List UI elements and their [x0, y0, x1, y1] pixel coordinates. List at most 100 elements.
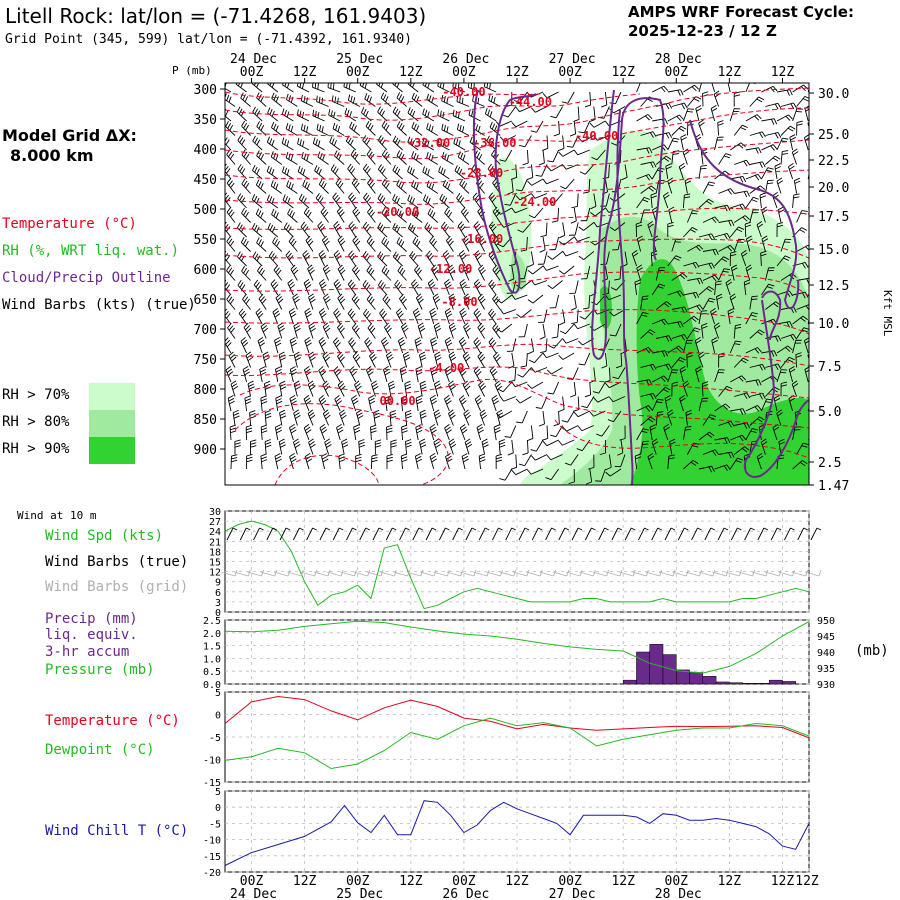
height-unit-label: Kft MSL	[881, 290, 894, 337]
wind-barb	[683, 459, 699, 470]
temperature-contour	[225, 207, 809, 230]
wind-barb	[671, 333, 688, 341]
wind-barb	[363, 192, 372, 209]
wind-barb	[714, 464, 731, 471]
wind-barb	[319, 278, 327, 296]
wind-barb	[474, 250, 482, 267]
y-tick-label: 0	[215, 608, 221, 619]
date-label: 25 Dec	[336, 52, 383, 67]
y-tick-label: -10	[203, 756, 221, 767]
wind-barb	[686, 210, 699, 223]
wind-barb	[347, 279, 357, 296]
wind-barb	[352, 235, 361, 252]
wind-barb	[426, 122, 439, 136]
wind-barb	[396, 150, 407, 165]
wind-barb	[730, 264, 738, 281]
pressure-tick-label: 750	[194, 353, 217, 368]
wind-barb	[392, 222, 403, 238]
wind-barb-grid	[247, 569, 264, 577]
wind-barb	[520, 352, 528, 368]
wind-barb	[462, 235, 471, 252]
wind-barb-grid	[552, 569, 570, 577]
wind-barb	[411, 208, 423, 223]
wind-barb	[635, 221, 643, 238]
model-grid-label: Model Grid ΔX:	[2, 126, 137, 145]
y-tick-label: 2.5	[203, 616, 221, 627]
pressure-tick-label: 500	[194, 203, 217, 218]
wind-barb	[745, 405, 762, 412]
wind-barb	[734, 392, 751, 400]
wind-barb-grid	[419, 569, 437, 577]
wind-barb	[596, 425, 610, 437]
temperature-contour	[274, 454, 379, 485]
wind-barb	[348, 192, 357, 209]
time-tick-label: 12Z	[611, 65, 635, 80]
wind-barb	[298, 193, 310, 209]
wind-barb	[549, 294, 560, 309]
wind-barb	[776, 177, 784, 194]
wind-barb	[729, 251, 737, 267]
wind-barb	[366, 236, 376, 252]
wind-barb	[488, 94, 501, 107]
temperature-contour-label: -40.00	[575, 129, 618, 143]
wind-barb	[395, 308, 404, 325]
wind-barb	[713, 90, 721, 107]
wind-barb	[492, 294, 501, 310]
wind-barb	[338, 453, 346, 470]
wind-barb	[640, 416, 656, 426]
y-tick-label: -15	[203, 852, 221, 863]
wind-barb	[535, 396, 548, 409]
wind-barb	[241, 265, 251, 281]
wind-barb	[458, 337, 467, 354]
wind-barb	[367, 178, 376, 194]
wind-barb	[417, 322, 426, 339]
wind-barb	[531, 106, 548, 113]
wind-barb	[526, 468, 544, 475]
wind-barb	[274, 453, 282, 470]
wind-barb	[407, 165, 419, 180]
wind-barb	[384, 395, 392, 412]
wind-barb	[316, 95, 329, 107]
wind-barb	[228, 351, 237, 368]
wind-barb-10m	[638, 527, 649, 541]
date-label: 27 Dec	[549, 887, 596, 900]
wind-barb	[445, 235, 454, 252]
wind-barb	[729, 340, 742, 354]
y-tick-label: 2.0	[203, 629, 221, 640]
wind-barb	[531, 454, 548, 461]
wind-barb	[745, 264, 753, 281]
wind-barb	[297, 165, 310, 180]
wind-barb	[640, 185, 657, 194]
wind-barb	[733, 215, 750, 223]
wind-barb	[588, 454, 595, 470]
wind-barb	[226, 236, 236, 252]
wind-barb	[365, 121, 376, 136]
wind-barb	[493, 424, 501, 441]
precip-bar	[755, 682, 770, 685]
wind-barb	[404, 439, 412, 455]
time-tick-label: 12Z	[505, 65, 529, 80]
wind-barb	[285, 93, 298, 107]
cloud-outline	[743, 299, 809, 478]
wind-barb	[562, 338, 579, 344]
wind-barb	[711, 337, 718, 354]
wind-barb	[495, 453, 503, 470]
cross-section-panel: -40.00 -44.00 -40.00 -32.00 -36.00 -28.00 -24.…	[172, 52, 894, 494]
wind-barb	[260, 395, 268, 412]
wind-barb	[695, 366, 702, 383]
wind-barb	[714, 233, 731, 240]
wind-barb-grid	[406, 569, 424, 577]
wind-barb	[647, 452, 655, 470]
wind-barb	[745, 379, 762, 386]
wind-barb	[508, 265, 515, 282]
wind-barb	[343, 83, 356, 93]
temperature-contour	[225, 238, 809, 259]
wind-barb	[617, 439, 624, 456]
wind-barb	[687, 244, 704, 252]
wind-barb	[745, 114, 762, 122]
temperature-contour-label: -16.00	[460, 232, 503, 246]
wind-barb	[371, 380, 379, 397]
wind-barb	[651, 398, 664, 412]
temperature-contour-label: -20.00	[376, 205, 419, 219]
